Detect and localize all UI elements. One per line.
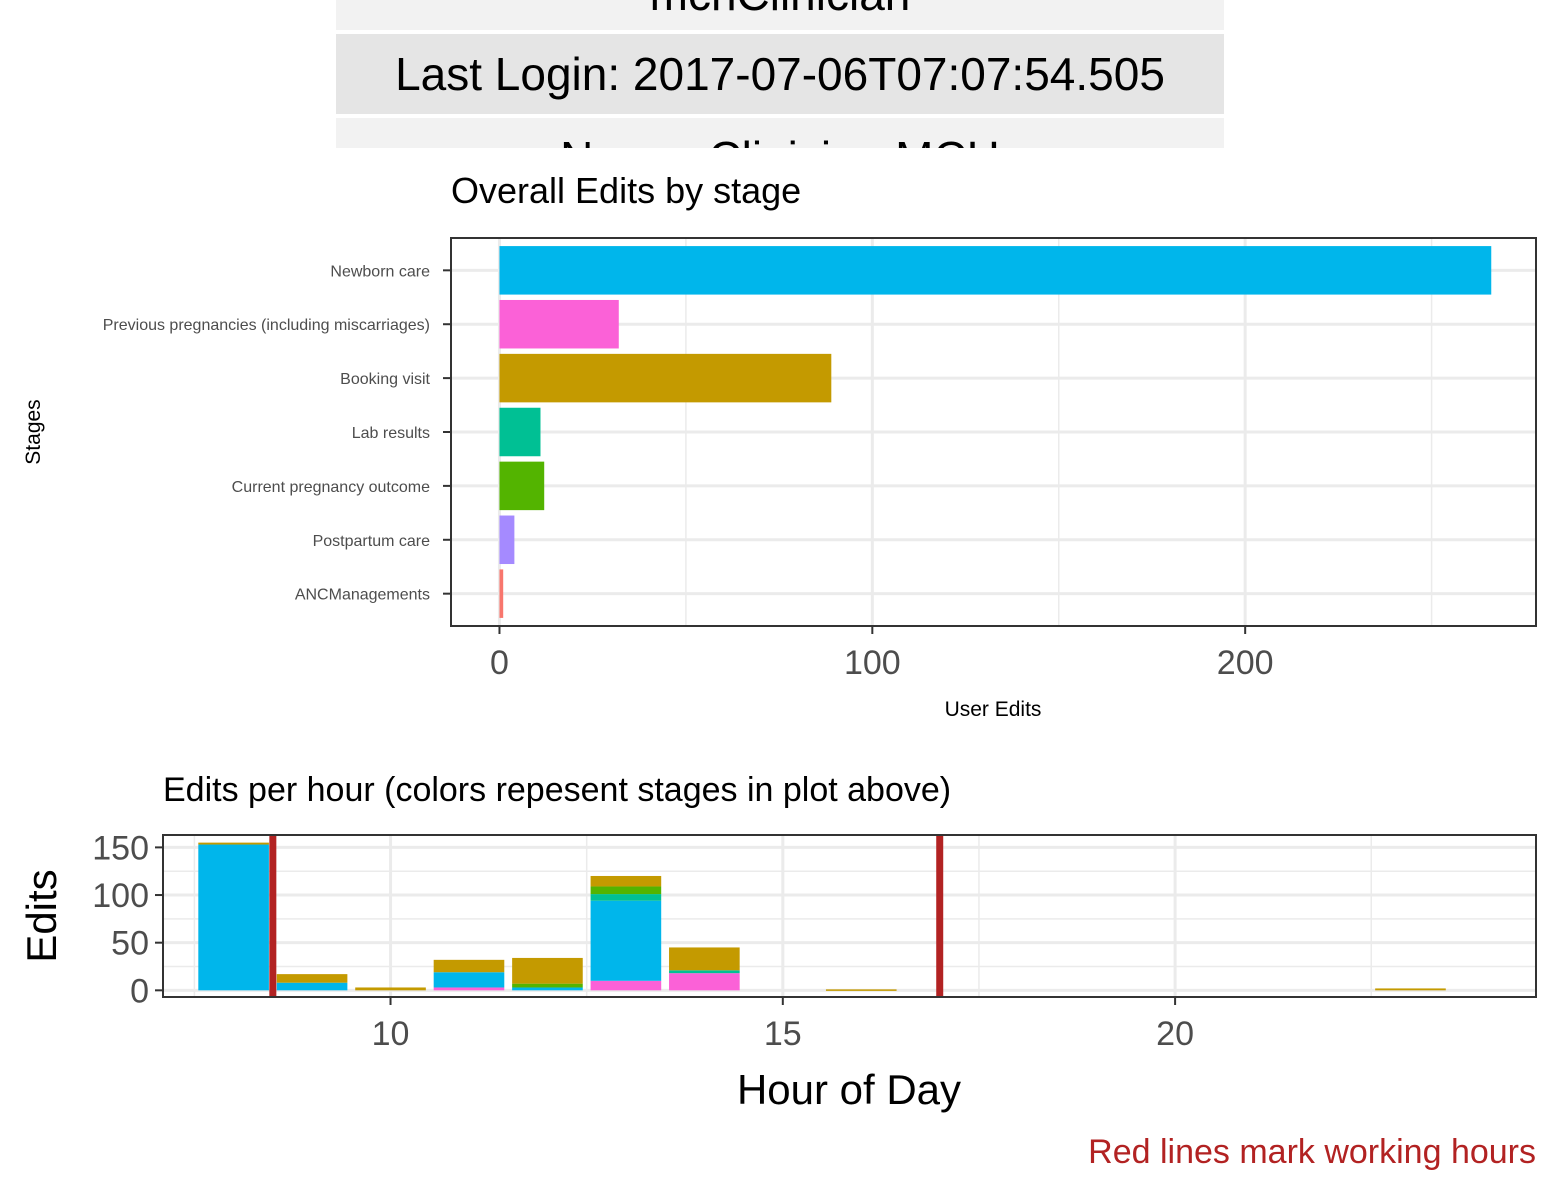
chart2-grid <box>163 835 1536 997</box>
chart1-x-tick-label: 200 <box>1217 644 1274 682</box>
chart2-x-label: Hour of Day <box>737 1066 961 1113</box>
hour-12-newborn-care-segment <box>512 987 583 991</box>
chart1-y-tick-label: Booking visit <box>340 371 430 388</box>
hour-13-booking-visit-segment <box>590 875 662 887</box>
chart1-x-axis: 0 100 200 <box>490 626 1274 682</box>
chart2-title: Edits per hour (colors repesent stages i… <box>163 771 951 809</box>
hour-13-previous-pregnancies-including-miscarriages-segment <box>590 980 662 991</box>
bar-postpartum-care <box>499 515 515 565</box>
chart1-y-tick-label: ANCManagements <box>295 587 430 604</box>
chart1-y-axis: Newborn care Previous pregnancies (includ… <box>103 263 451 604</box>
chart2-working-hour-lines <box>269 835 944 997</box>
chart2-bars <box>198 842 1446 991</box>
chart2-y-tick-label: 100 <box>92 877 149 915</box>
hour-11-newborn-care-segment <box>433 972 505 988</box>
hour-11-previous-pregnancies-including-miscarriages-segment <box>433 987 505 991</box>
chart2-y-tick-label: 0 <box>130 972 149 1010</box>
hour-14-lab-results-segment <box>669 970 740 974</box>
working-hours-note: Red lines mark working hours <box>1088 1133 1536 1171</box>
chart1-grid <box>451 238 1536 626</box>
hour-12-booking-visit-segment <box>512 957 583 984</box>
chart1-x-tick-label: 100 <box>844 644 901 682</box>
bar-lab-results <box>499 407 541 457</box>
hour-14-previous-pregnancies-including-miscarriages-segment <box>669 973 740 991</box>
bar-booking-visit <box>499 353 832 403</box>
user-info-table: mchClinician Last Login: 2017-07-06T07:0… <box>336 0 1224 148</box>
bar-current-pregnancy-outcome <box>499 461 545 511</box>
hour-8-newborn-care-segment <box>198 844 269 991</box>
chart1-y-tick-label: Previous pregnancies (including miscarri… <box>103 317 430 334</box>
bar-newborn-care <box>499 246 1492 295</box>
hour-13-lab-results-segment <box>590 894 662 901</box>
chart1-y-tick-label: Postpartum care <box>313 533 430 550</box>
chart2-y-tick-label: 50 <box>111 925 149 963</box>
bar-ancmanagements <box>499 569 504 618</box>
hour-9-newborn-care-segment <box>276 982 348 991</box>
chart2-y-axis: 0 50 100 150 <box>92 829 163 1010</box>
chart1-bars <box>499 246 1492 618</box>
chart1-y-tick-label: Newborn care <box>330 263 430 280</box>
chart2-y-label: Edits <box>18 869 65 962</box>
hour-10-booking-visit-segment <box>355 987 426 991</box>
bar-previous-pregnancies-including-miscarriages <box>499 299 619 349</box>
chart2-x-tick-label: 10 <box>372 1015 410 1053</box>
hour-14-booking-visit-segment <box>669 947 740 971</box>
hour-8-booking-visit-segment <box>198 842 269 845</box>
chart1-y-tick-label: Lab results <box>352 425 430 442</box>
chart1-x-label: User Edits <box>945 698 1042 721</box>
chart2-x-tick-label: 20 <box>1156 1015 1194 1053</box>
hour-12-current-pregnancy-outcome-segment <box>512 983 583 988</box>
hour-11-booking-visit-segment <box>433 959 505 973</box>
chart1-title: Overall Edits by stage <box>451 170 801 211</box>
chart2-y-tick-label: 150 <box>92 829 149 867</box>
hour-9-booking-visit-segment <box>276 974 348 983</box>
hour-16-booking-visit-segment <box>825 989 897 991</box>
hour-13-newborn-care-segment <box>590 900 662 981</box>
chart2-x-axis: 10 15 20 <box>372 997 1194 1053</box>
chart2-x-tick-label: 15 <box>764 1015 802 1053</box>
hour-13-current-pregnancy-outcome-segment <box>590 886 662 895</box>
user-name-row: mchClinician <box>336 0 1224 30</box>
chart1-y-label: Stages <box>22 399 45 464</box>
full-name-row: Name: Clinician MCH <box>336 118 1224 148</box>
hour-23-booking-visit-segment <box>1375 988 1446 991</box>
last-login-row: Last Login: 2017-07-06T07:07:54.505 <box>336 34 1224 114</box>
chart2-panel-border <box>162 834 1537 998</box>
chart1-y-tick-label: Current pregnancy outcome <box>232 479 430 496</box>
chart1-x-tick-label: 0 <box>490 644 509 682</box>
